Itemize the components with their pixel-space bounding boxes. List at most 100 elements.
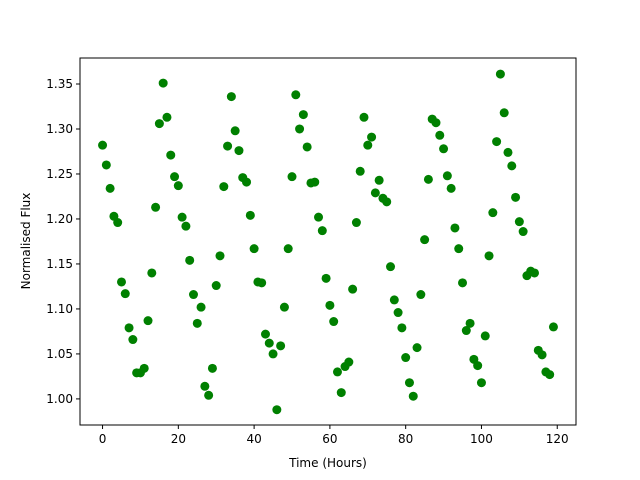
point (439, 144, 449, 154)
x-tick-label: 80 (398, 432, 413, 446)
point (446, 183, 456, 193)
point (177, 212, 187, 222)
point (461, 326, 471, 336)
point (351, 218, 361, 228)
y-tick-label: 1.10 (46, 302, 73, 316)
point (359, 112, 369, 122)
point (120, 289, 130, 299)
point (488, 208, 498, 218)
point (499, 108, 509, 118)
point (382, 197, 392, 207)
point (268, 349, 278, 359)
point (514, 217, 524, 227)
point (393, 308, 403, 318)
point (113, 218, 123, 228)
point (276, 341, 286, 351)
point (503, 147, 513, 157)
point (344, 357, 354, 367)
point (454, 244, 464, 254)
point (537, 350, 547, 360)
x-tick-label: 100 (470, 432, 493, 446)
point (295, 124, 305, 134)
point (374, 175, 384, 185)
y-tick-label: 1.25 (46, 167, 73, 181)
point (234, 146, 244, 156)
point (310, 177, 320, 187)
point (476, 378, 486, 388)
point (188, 290, 198, 300)
y-tick-label: 1.05 (46, 347, 73, 361)
point (386, 262, 396, 272)
point (219, 182, 229, 192)
point (412, 343, 422, 353)
point (196, 302, 206, 312)
point (192, 318, 202, 328)
point (287, 172, 297, 182)
point (151, 202, 161, 212)
point (173, 181, 183, 191)
point (257, 278, 267, 288)
y-tick-label: 1.20 (46, 212, 73, 226)
point (408, 391, 418, 401)
point (98, 140, 108, 150)
point (264, 338, 274, 348)
point (226, 92, 236, 102)
point (348, 284, 358, 294)
point (355, 166, 365, 176)
point (530, 268, 540, 278)
point (492, 137, 502, 147)
point (416, 290, 426, 300)
point (507, 161, 517, 171)
point (332, 367, 342, 377)
point (158, 78, 168, 88)
point (321, 273, 331, 283)
point (170, 172, 180, 182)
point (518, 227, 528, 237)
point (116, 277, 126, 287)
point (325, 300, 335, 310)
point (431, 118, 441, 128)
point (404, 378, 414, 388)
point (291, 90, 301, 100)
point (367, 132, 377, 142)
point (166, 150, 176, 160)
point (314, 212, 324, 222)
point (545, 370, 555, 380)
point (124, 323, 134, 333)
point (230, 126, 240, 136)
y-axis-label: Normalised Flux (19, 193, 33, 290)
point (401, 353, 411, 363)
point (245, 210, 255, 220)
point (465, 318, 475, 328)
point (363, 140, 373, 150)
point (185, 255, 195, 265)
point (242, 177, 252, 187)
point (370, 188, 380, 198)
point (473, 361, 483, 371)
point (101, 160, 111, 170)
x-tick-label: 20 (171, 432, 186, 446)
point (435, 130, 445, 140)
point (495, 69, 505, 79)
point (181, 221, 191, 231)
point (154, 119, 164, 129)
point (336, 388, 346, 398)
point (143, 316, 153, 326)
point (249, 244, 259, 254)
y-tick-label: 1.30 (46, 122, 73, 136)
point (128, 335, 138, 345)
point (147, 268, 157, 278)
point (329, 317, 339, 327)
point (211, 281, 221, 291)
point (511, 192, 521, 202)
point (420, 235, 430, 245)
point (215, 251, 225, 261)
y-tick-label: 1.15 (46, 257, 73, 271)
point (484, 251, 494, 261)
point (548, 322, 558, 332)
x-tick-label: 40 (246, 432, 261, 446)
plot-area (79, 57, 577, 426)
point (317, 226, 327, 236)
x-axis-label: Time (Hours) (288, 456, 367, 470)
point (442, 171, 452, 181)
